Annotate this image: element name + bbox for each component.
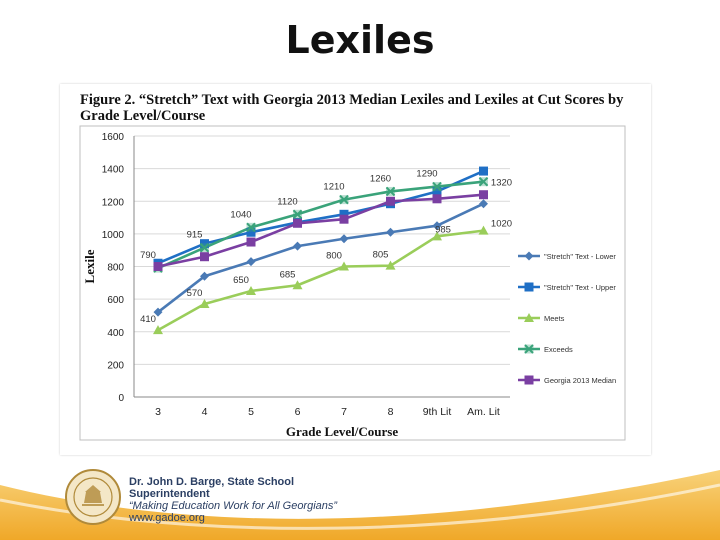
- series-line: [157, 229, 484, 332]
- data-label: 1290: [416, 169, 437, 180]
- legend-label: Meets: [544, 314, 565, 323]
- data-point: [339, 234, 349, 244]
- legend-item: Meets: [518, 313, 565, 323]
- legend-item: "Stretch" Text - Upper: [518, 282, 616, 292]
- legend-label: "Stretch" Text - Upper: [544, 283, 616, 292]
- legend-item: "Stretch" Text - Lower: [518, 251, 616, 261]
- data-label: 805: [373, 250, 389, 261]
- data-point: [385, 186, 396, 197]
- data-point: [293, 218, 302, 228]
- data-point: [386, 196, 395, 206]
- footer-line-2: Superintendent: [129, 488, 210, 500]
- data-label: 685: [280, 269, 296, 280]
- data-point: [432, 181, 442, 192]
- legend-item: Exceeds: [518, 344, 573, 354]
- x-tick-label: 7: [341, 406, 347, 418]
- data-point: [386, 227, 395, 237]
- y-tick-label: 800: [107, 263, 124, 274]
- legend-label: Exceeds: [544, 345, 573, 354]
- lexile-line-chart: 0 200 400 600 800 1000 1200 1400 1600 3 4 5 6 7 8 9th …: [79, 125, 626, 441]
- data-label: 1120: [277, 196, 297, 207]
- data-point: [478, 176, 489, 187]
- series-line: [157, 180, 484, 270]
- data-point: [432, 194, 442, 204]
- x-tick-label: 6: [295, 406, 301, 418]
- data-point: [339, 214, 349, 224]
- data-point: [432, 231, 442, 241]
- x-tick-label: 3: [155, 406, 161, 418]
- x-tick-label: 5: [248, 406, 254, 418]
- data-point: [246, 237, 256, 247]
- legend-label: Georgia 2013 Median: [544, 376, 616, 385]
- data-label: 570: [187, 288, 203, 299]
- slide-title: Lexiles: [285, 18, 435, 62]
- footer-website: www.gadoe.org: [129, 512, 205, 524]
- data-point: [432, 186, 442, 196]
- data-point: [479, 166, 488, 176]
- y-tick-label: 1000: [102, 230, 125, 241]
- data-label: 1020: [491, 219, 512, 230]
- y-tick-label: 0: [118, 393, 124, 404]
- data-point: [199, 299, 210, 309]
- data-label: 800: [326, 251, 342, 262]
- x-tick-label: 4: [202, 406, 208, 418]
- data-point: [339, 209, 349, 219]
- footer-credits: Dr. John D. Barge, State School Superint…: [129, 476, 337, 524]
- data-point: [246, 222, 256, 233]
- data-label: 985: [435, 224, 451, 235]
- data-point: [153, 262, 163, 271]
- data-label: 1260: [370, 173, 391, 184]
- data-point: [478, 225, 489, 235]
- data-point: [339, 194, 349, 205]
- data-point: [432, 221, 442, 231]
- x-tick-label: Am. Lit: [467, 406, 500, 418]
- y-tick-label: 600: [107, 295, 124, 306]
- data-point: [200, 271, 209, 281]
- data-label: 410: [140, 314, 156, 325]
- data-point: [153, 325, 163, 335]
- data-label: 790: [140, 250, 156, 261]
- data-point: [246, 285, 256, 295]
- data-label: 650: [233, 275, 249, 286]
- georgia-seal-logo: [65, 469, 121, 525]
- x-axis-label: Grade Level/Course: [286, 424, 399, 439]
- data-label: 1320: [491, 178, 512, 189]
- data-point: [199, 243, 210, 253]
- y-tick-label: 1400: [102, 165, 125, 176]
- series-line: [157, 169, 485, 265]
- data-label: 1210: [323, 182, 344, 193]
- y-tick-label: 1600: [102, 132, 125, 143]
- y-tick-label: 400: [107, 328, 124, 339]
- figure-caption: Figure 2. “Stretch” Text with Georgia 20…: [80, 92, 624, 124]
- footer-line-1: Dr. John D. Barge, State School: [129, 476, 295, 488]
- series-line: [157, 193, 484, 268]
- data-point: [385, 260, 396, 270]
- y-tick-label: 200: [107, 360, 124, 371]
- data-point: [153, 307, 163, 317]
- data-point: [292, 280, 303, 290]
- data-label: 1040: [230, 209, 251, 220]
- data-point: [246, 227, 256, 237]
- data-point: [339, 261, 349, 271]
- data-point: [246, 257, 256, 267]
- chart-plot-frame: [79, 125, 626, 441]
- data-point: [479, 190, 488, 200]
- legend-item: Georgia 2013 Median: [518, 375, 616, 385]
- data-point: [200, 252, 209, 262]
- y-axis-label: Lexile: [82, 249, 97, 283]
- data-point: [479, 199, 488, 209]
- legend-label: "Stretch" Text - Lower: [544, 252, 616, 261]
- series-line: [157, 202, 485, 314]
- x-tick-label: 9th Lit: [423, 406, 452, 418]
- x-tick-label: 8: [388, 406, 394, 418]
- footer-motto: “Making Education Work for All Georgians…: [129, 500, 338, 512]
- data-point: [200, 239, 209, 249]
- y-tick-label: 1200: [102, 197, 125, 208]
- data-label: 915: [187, 230, 203, 241]
- data-point: [293, 241, 302, 251]
- data-point: [292, 209, 303, 220]
